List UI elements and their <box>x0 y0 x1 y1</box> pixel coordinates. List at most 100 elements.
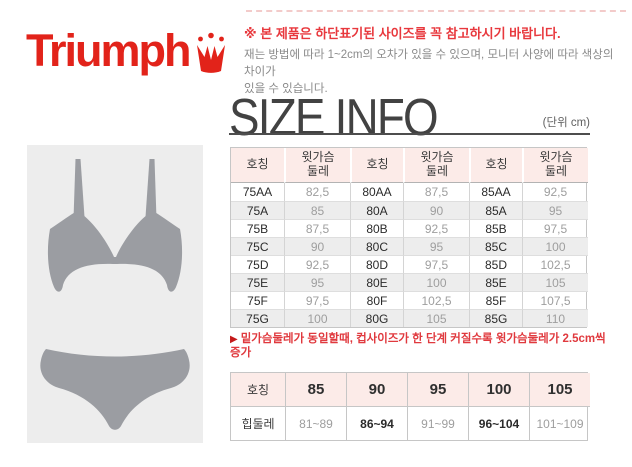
hip-value-cell: 101~109 <box>529 407 590 440</box>
bust-value-cell: 97,5 <box>403 255 469 273</box>
unit-label: (단위 cm) <box>542 117 590 129</box>
size-label-cell: 85G <box>469 309 522 327</box>
bust-value-cell: 107,5 <box>522 291 588 309</box>
bust-value-cell: 95 <box>284 273 350 291</box>
table-row: 75AA 82,5 80AA 87,5 85AA 92,5 <box>231 183 588 201</box>
size-label-cell: 75D <box>231 255 284 273</box>
note-text: 밑가슴둘레가 동일할때, 컵사이즈가 한 단계 커질수록 윗가슴둘레가 2.5c… <box>230 333 606 359</box>
table-row: 75C 90 80C 95 85C 100 <box>231 237 588 255</box>
size-label-cell: 75F <box>231 291 284 309</box>
size-label-cell: 80G <box>350 309 403 327</box>
bra-silhouette <box>47 159 183 292</box>
bust-value-cell: 97,5 <box>522 219 588 237</box>
bust-value-cell: 102,5 <box>403 291 469 309</box>
hip-table-row: 힙둘레 81~89 86~94 91~99 96~104 101~109 <box>231 407 590 440</box>
bust-value-cell: 90 <box>284 237 350 255</box>
size-label-cell: 85E <box>469 273 522 291</box>
size-label-cell: 85AA <box>469 183 522 201</box>
size-label-cell: 80B <box>350 219 403 237</box>
column-header-85: 85 <box>285 373 346 407</box>
column-header-105: 105 <box>529 373 590 407</box>
column-header-bust: 윗가슴 둘레 <box>522 148 588 183</box>
table-row: 75D 92,5 80D 97,5 85D 102,5 <box>231 255 588 273</box>
hip-row-label: 힙둘레 <box>241 417 275 431</box>
section-title-wrap: SIZE INFO <box>229 92 590 144</box>
hip-table-header-row: 호칭 85 90 95 100 105 <box>231 373 590 407</box>
size-label-cell: 75A <box>231 201 284 219</box>
hip-value-cell: 81~89 <box>285 407 346 440</box>
triumph-logo-text: Triumph <box>26 25 191 76</box>
notice-block: ※ 본 제품은 하단표기된 사이즈를 꼭 참고하시기 바랍니다. 재는 방법에 … <box>244 26 626 97</box>
bust-value-cell: 92,5 <box>403 219 469 237</box>
column-header-bust: 윗가슴 둘레 <box>403 148 469 183</box>
bust-value-cell: 97,5 <box>284 291 350 309</box>
size-label-cell: 85C <box>469 237 522 255</box>
size-label-cell: 75C <box>231 237 284 255</box>
column-header-90: 90 <box>346 373 407 407</box>
bust-value-cell: 90 <box>403 201 469 219</box>
bust-value-cell: 87,5 <box>284 219 350 237</box>
table-row: 75G 100 80G 105 85G 110 <box>231 309 588 327</box>
size-label-cell: 85D <box>469 255 522 273</box>
notice-body-line1: 재는 방법에 따라 1~2cm의 오차가 있을 수 있으며, 모니터 사양에 따… <box>244 49 614 78</box>
column-header-size: 호칭 <box>350 148 403 183</box>
size-label-cell: 85B <box>469 219 522 237</box>
column-header-size: 호칭 <box>469 148 522 183</box>
size-label-cell: 80AA <box>350 183 403 201</box>
product-silhouette-panel <box>27 145 203 443</box>
size-label-cell: 75B <box>231 219 284 237</box>
size-label-cell: 75E <box>231 273 284 291</box>
size-label-cell: 85A <box>469 201 522 219</box>
bra-size-table: 호칭 윗가슴 둘레 호칭 윗가슴 둘레 호칭 윗가슴 둘레 75AA 82,5 80… <box>230 147 588 328</box>
panties-silhouette <box>40 349 190 430</box>
bust-value-cell: 85 <box>284 201 350 219</box>
column-header-size: 호칭 <box>231 148 284 183</box>
bust-value-cell: 110 <box>522 309 588 327</box>
notice-headline: ※ 본 제품은 하단표기된 사이즈를 꼭 참고하시기 바랍니다. <box>244 26 561 41</box>
table-row: 75B 87,5 80B 92,5 85B 97,5 <box>231 219 588 237</box>
size-label-cell: 75AA <box>242 185 273 199</box>
bust-value-cell: 95 <box>522 201 588 219</box>
crown-icon <box>196 32 225 73</box>
bust-value-cell: 100 <box>284 309 350 327</box>
cup-size-note: ▶ 밑가슴둘레가 동일할때, 컵사이즈가 한 단계 커질수록 윗가슴둘레가 2.5… <box>230 333 610 361</box>
bust-value-cell: 105 <box>403 309 469 327</box>
note-arrow-icon: ▶ <box>230 334 238 345</box>
size-label-cell: 75G <box>231 309 284 327</box>
size-label-cell: 80A <box>350 201 403 219</box>
bra-table-body: 75AA 82,5 80AA 87,5 85AA 92,5 75A 85 80A 90 85A 95 7… <box>231 183 588 327</box>
notice-body: 재는 방법에 따라 1~2cm의 오차가 있을 수 있으며, 모니터 사양에 따… <box>244 47 626 97</box>
bust-value-cell: 92,5 <box>284 255 350 273</box>
size-label-cell: 80F <box>350 291 403 309</box>
bust-value-cell: 100 <box>403 273 469 291</box>
notice-body-line2: 있을 수 있습니다. <box>244 82 328 95</box>
size-label-cell: 80C <box>350 237 403 255</box>
size-label-cell: 80D <box>350 255 403 273</box>
hip-size-table: 호칭 85 90 95 100 105 힙둘레 81~89 86~94 91~99 9… <box>230 372 590 441</box>
title-underline <box>229 133 590 135</box>
hip-value-cell: 86~94 <box>346 407 407 440</box>
triumph-logo: Triumph <box>26 28 228 76</box>
bust-value-cell: 92,5 <box>522 183 588 201</box>
table-row: 75F 97,5 80F 102,5 85F 107,5 <box>231 291 588 309</box>
bust-value-cell: 102,5 <box>522 255 588 273</box>
hip-value-cell: 96~104 <box>468 407 529 440</box>
size-label-cell: 80E <box>350 273 403 291</box>
bust-value-cell: 95 <box>403 237 469 255</box>
bust-value-cell: 105 <box>522 273 588 291</box>
size-label-cell: 85F <box>469 291 522 309</box>
bust-value-cell: 87,5 <box>403 183 469 201</box>
bra-table-header-row: 호칭 윗가슴 둘레 호칭 윗가슴 둘레 호칭 윗가슴 둘레 <box>231 148 588 183</box>
table-row: 75E 95 80E 100 85E 105 <box>231 273 588 291</box>
page-title: SIZE INFO <box>229 89 439 147</box>
column-header-100: 100 <box>468 373 529 407</box>
hip-value-cell: 91~99 <box>407 407 468 440</box>
column-header-size: 호칭 <box>231 373 285 407</box>
column-header-95: 95 <box>407 373 468 407</box>
column-header-bust: 윗가슴 둘레 <box>284 148 350 183</box>
dashed-divider <box>246 10 626 12</box>
table-row: 75A 85 80A 90 85A 95 <box>231 201 588 219</box>
bust-value-cell: 100 <box>522 237 588 255</box>
bust-value-cell: 82,5 <box>284 183 350 201</box>
